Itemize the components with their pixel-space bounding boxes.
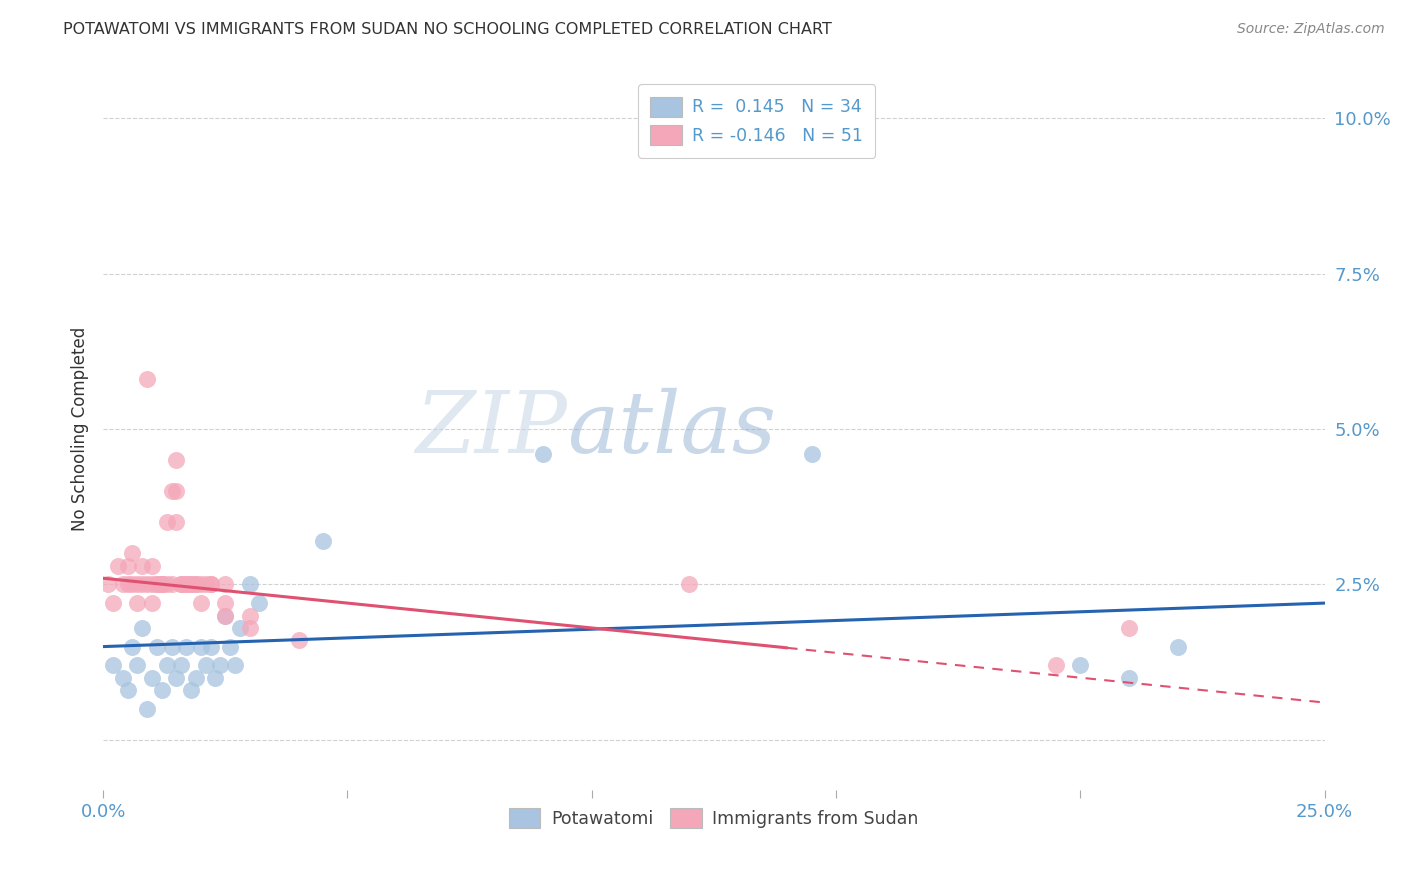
Text: Source: ZipAtlas.com: Source: ZipAtlas.com bbox=[1237, 22, 1385, 37]
Point bbox=[127, 596, 149, 610]
Point bbox=[146, 577, 169, 591]
Point bbox=[214, 577, 236, 591]
Point bbox=[194, 577, 217, 591]
Point bbox=[204, 671, 226, 685]
Point bbox=[239, 621, 262, 635]
Point bbox=[160, 484, 183, 499]
Point bbox=[150, 577, 173, 591]
Point bbox=[117, 683, 139, 698]
Point bbox=[190, 577, 212, 591]
Point bbox=[150, 577, 173, 591]
Point bbox=[156, 577, 179, 591]
Point bbox=[174, 577, 197, 591]
Point bbox=[141, 671, 163, 685]
Point bbox=[174, 640, 197, 654]
Text: atlas: atlas bbox=[567, 388, 776, 470]
Point bbox=[170, 577, 193, 591]
Point bbox=[165, 453, 187, 467]
Point bbox=[150, 683, 173, 698]
Point bbox=[190, 596, 212, 610]
Point bbox=[136, 702, 159, 716]
Point bbox=[800, 447, 823, 461]
Point bbox=[170, 577, 193, 591]
Point bbox=[146, 640, 169, 654]
Point bbox=[127, 577, 149, 591]
Point bbox=[127, 658, 149, 673]
Legend: Potawatomi, Immigrants from Sudan: Potawatomi, Immigrants from Sudan bbox=[502, 801, 925, 835]
Point bbox=[111, 577, 134, 591]
Point bbox=[224, 658, 246, 673]
Point bbox=[239, 608, 262, 623]
Point bbox=[101, 658, 124, 673]
Point bbox=[200, 640, 222, 654]
Point bbox=[239, 577, 262, 591]
Point bbox=[174, 577, 197, 591]
Point bbox=[150, 577, 173, 591]
Point bbox=[97, 577, 120, 591]
Point bbox=[1118, 621, 1140, 635]
Point bbox=[160, 640, 183, 654]
Point bbox=[214, 608, 236, 623]
Y-axis label: No Schooling Completed: No Schooling Completed bbox=[72, 327, 89, 531]
Point bbox=[194, 658, 217, 673]
Point bbox=[117, 577, 139, 591]
Point bbox=[312, 533, 335, 548]
Point bbox=[107, 558, 129, 573]
Point bbox=[156, 658, 179, 673]
Text: ZIP: ZIP bbox=[415, 388, 567, 470]
Point bbox=[117, 558, 139, 573]
Point bbox=[165, 671, 187, 685]
Point bbox=[170, 658, 193, 673]
Point bbox=[184, 577, 207, 591]
Point bbox=[160, 577, 183, 591]
Point bbox=[121, 577, 143, 591]
Point bbox=[136, 577, 159, 591]
Point bbox=[184, 671, 207, 685]
Point bbox=[200, 577, 222, 591]
Point bbox=[180, 683, 202, 698]
Point bbox=[1045, 658, 1067, 673]
Point bbox=[219, 640, 242, 654]
Point bbox=[156, 516, 179, 530]
Point bbox=[180, 577, 202, 591]
Point bbox=[180, 577, 202, 591]
Point bbox=[131, 577, 153, 591]
Point bbox=[121, 640, 143, 654]
Point bbox=[136, 372, 159, 386]
Point bbox=[1167, 640, 1189, 654]
Point bbox=[200, 577, 222, 591]
Point bbox=[209, 658, 232, 673]
Point bbox=[165, 484, 187, 499]
Point bbox=[678, 577, 700, 591]
Point bbox=[146, 577, 169, 591]
Point bbox=[165, 516, 187, 530]
Point bbox=[141, 596, 163, 610]
Point bbox=[131, 558, 153, 573]
Point bbox=[287, 633, 309, 648]
Point bbox=[190, 640, 212, 654]
Point bbox=[1069, 658, 1091, 673]
Point bbox=[214, 596, 236, 610]
Text: POTAWATOMI VS IMMIGRANTS FROM SUDAN NO SCHOOLING COMPLETED CORRELATION CHART: POTAWATOMI VS IMMIGRANTS FROM SUDAN NO S… bbox=[63, 22, 832, 37]
Point bbox=[111, 671, 134, 685]
Point bbox=[131, 621, 153, 635]
Point bbox=[214, 608, 236, 623]
Point bbox=[101, 596, 124, 610]
Point bbox=[249, 596, 271, 610]
Point bbox=[531, 447, 554, 461]
Point bbox=[141, 577, 163, 591]
Point bbox=[141, 558, 163, 573]
Point bbox=[229, 621, 252, 635]
Point bbox=[121, 546, 143, 560]
Point bbox=[184, 577, 207, 591]
Point bbox=[1118, 671, 1140, 685]
